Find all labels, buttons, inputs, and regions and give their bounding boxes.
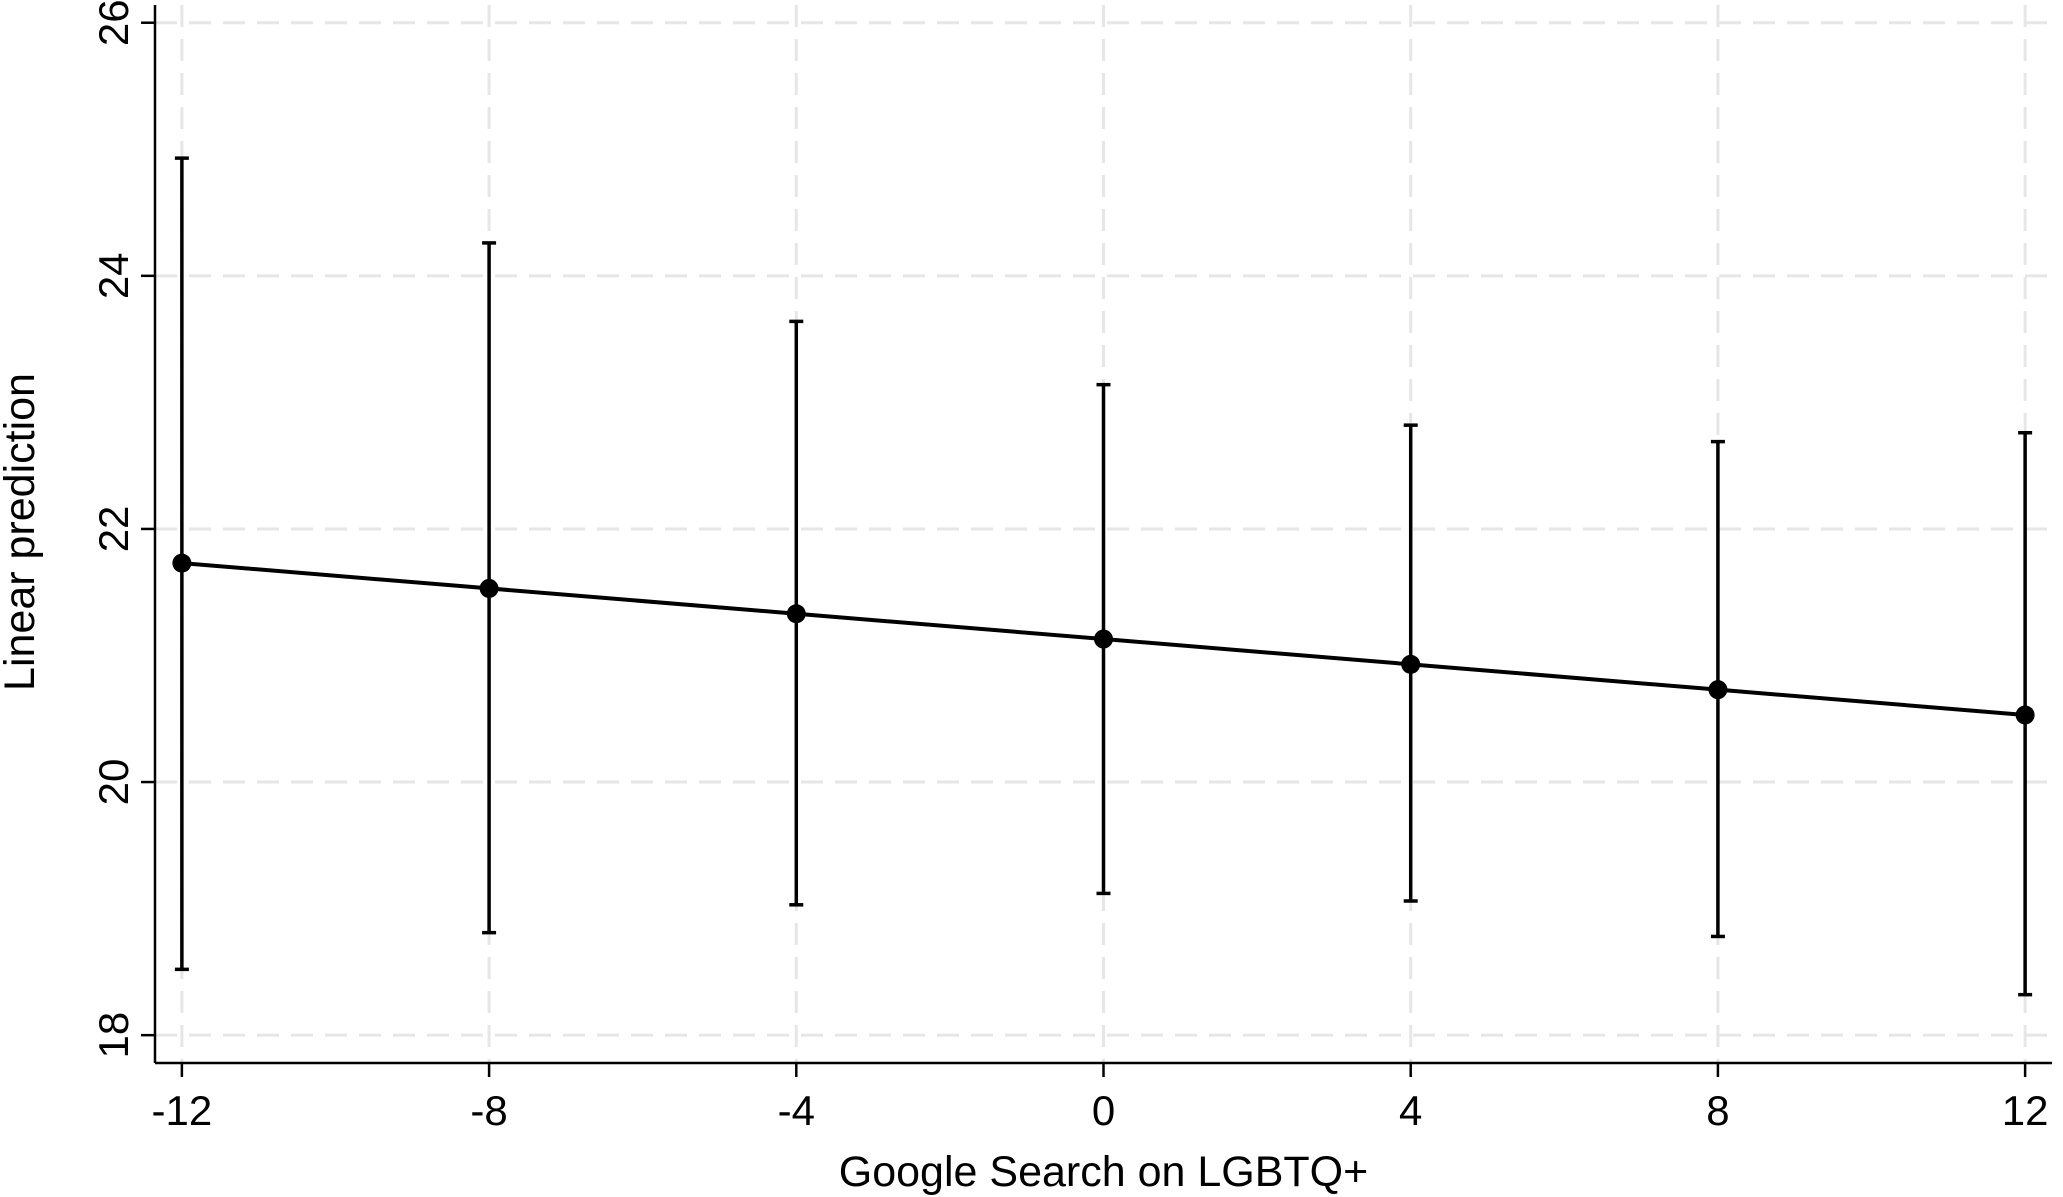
y-axis-title: Linear prediction [0, 373, 44, 691]
data-point [1708, 680, 1728, 700]
data-point [1094, 629, 1113, 649]
y-tick-label: 24 [90, 252, 137, 299]
y-tick-label: 18 [90, 1012, 137, 1059]
marker-layer [172, 553, 2035, 725]
data-point [479, 578, 499, 598]
x-tick-label: -12 [152, 1087, 213, 1134]
data-point [172, 553, 192, 573]
x-tick-label: 12 [2002, 1087, 2049, 1134]
tick-layer: -12 -8 -4 0 4 8 12 18 20 22 24 26 [90, 0, 2048, 1134]
data-point [1401, 654, 1421, 674]
y-tick-label: 20 [90, 759, 137, 806]
y-tick-label: 26 [90, 0, 137, 46]
data-point [786, 604, 806, 624]
x-axis-title: Google Search on LGBTQ+ [839, 1148, 1368, 1196]
x-tick-label: 4 [1399, 1087, 1422, 1134]
x-tick-label: -4 [778, 1087, 815, 1134]
data-point [2015, 705, 2035, 725]
x-tick-label: -8 [470, 1087, 507, 1134]
x-tick-label: 8 [1706, 1087, 1729, 1134]
y-tick-label: 22 [90, 506, 137, 553]
x-tick-label: 0 [1092, 1087, 1115, 1134]
